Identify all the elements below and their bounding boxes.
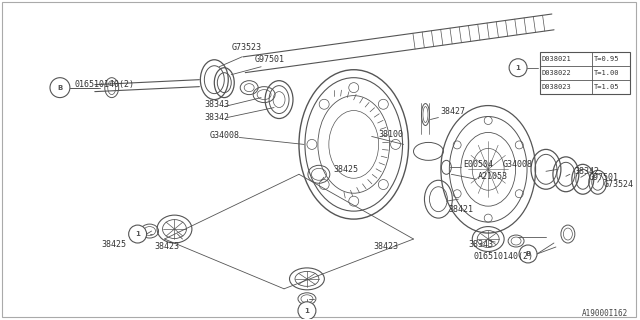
Text: D038021: D038021: [542, 56, 572, 62]
Text: 38342: 38342: [575, 167, 600, 176]
Text: E00504: E00504: [463, 160, 493, 169]
Circle shape: [50, 78, 70, 98]
Circle shape: [519, 245, 537, 263]
Text: B: B: [58, 85, 63, 91]
Text: T=0.95: T=0.95: [594, 56, 620, 62]
Circle shape: [298, 302, 316, 320]
Text: 1: 1: [305, 308, 309, 314]
Text: 1: 1: [135, 231, 140, 237]
Text: 38421: 38421: [449, 205, 474, 214]
Text: 016510140(2): 016510140(2): [75, 80, 135, 89]
Text: 016510140(2): 016510140(2): [473, 252, 533, 261]
Text: B: B: [525, 251, 531, 257]
Text: 38427: 38427: [440, 107, 465, 116]
Text: G73524: G73524: [604, 180, 634, 189]
Circle shape: [509, 59, 527, 77]
Text: 1: 1: [516, 65, 520, 71]
Text: 38343: 38343: [468, 239, 493, 249]
Text: 38342: 38342: [204, 113, 229, 122]
Text: A19000I162: A19000I162: [581, 309, 628, 318]
Text: 38425: 38425: [102, 239, 127, 249]
Text: G34008: G34008: [503, 160, 533, 169]
Circle shape: [129, 225, 147, 243]
Text: G97501: G97501: [254, 55, 284, 64]
Text: 38343: 38343: [204, 100, 229, 109]
Text: T=1.05: T=1.05: [594, 84, 620, 90]
Text: D038022: D038022: [542, 70, 572, 76]
Bar: [540, 52, 630, 94]
Text: 38423: 38423: [155, 243, 180, 252]
Text: G34008: G34008: [209, 131, 239, 140]
Text: 38423: 38423: [374, 243, 399, 252]
Text: G97501: G97501: [589, 173, 619, 182]
Text: T=1.00: T=1.00: [594, 70, 620, 76]
Text: 38100: 38100: [379, 130, 404, 139]
Text: D038023: D038023: [542, 84, 572, 90]
Text: A21053: A21053: [478, 172, 508, 181]
Text: 38425: 38425: [334, 165, 359, 174]
Text: G73523: G73523: [231, 43, 261, 52]
